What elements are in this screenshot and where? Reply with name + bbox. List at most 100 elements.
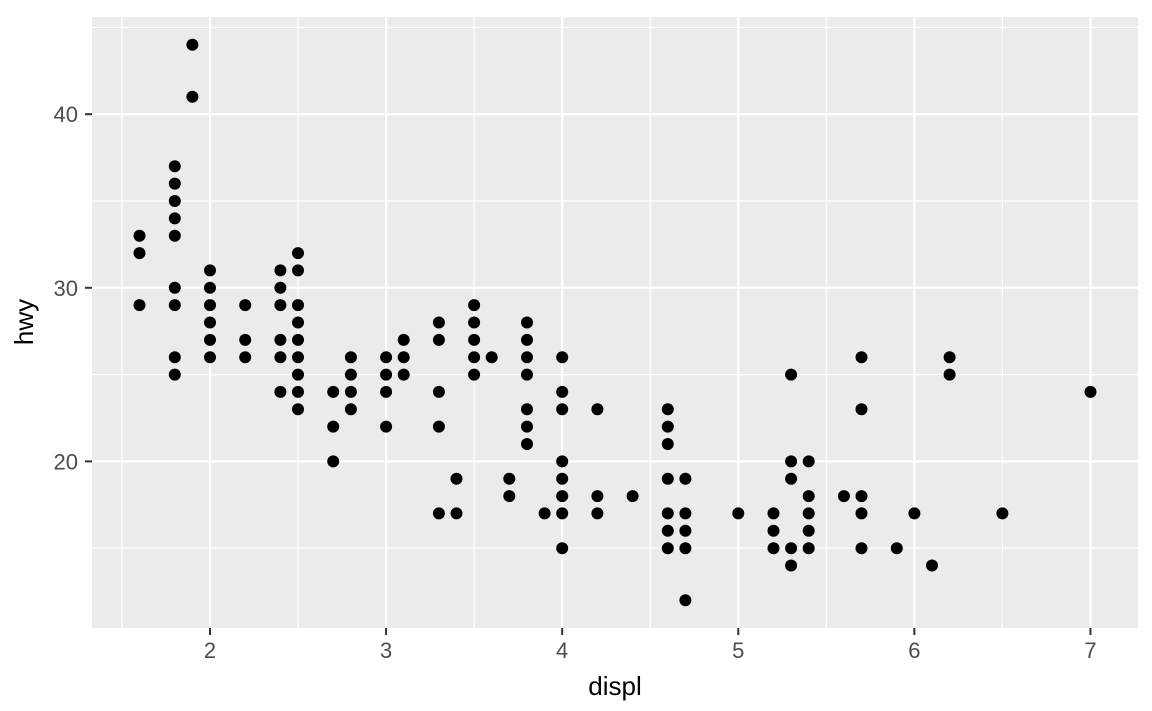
data-point bbox=[450, 472, 463, 485]
data-point bbox=[327, 455, 340, 468]
data-point bbox=[521, 438, 533, 450]
data-point bbox=[521, 316, 533, 329]
data-point bbox=[837, 490, 850, 503]
data-point bbox=[468, 351, 481, 364]
data-point bbox=[432, 316, 445, 329]
data-point bbox=[292, 351, 304, 364]
data-point bbox=[380, 385, 393, 398]
data-point bbox=[274, 333, 287, 346]
data-point bbox=[133, 247, 146, 260]
y-tick-label: 30 bbox=[54, 276, 78, 301]
data-point bbox=[521, 368, 533, 381]
data-point bbox=[556, 351, 569, 364]
data-point bbox=[591, 403, 604, 416]
data-point bbox=[204, 316, 216, 329]
data-point bbox=[661, 438, 674, 450]
data-point bbox=[468, 316, 481, 329]
data-point bbox=[802, 455, 815, 468]
data-point bbox=[274, 351, 287, 364]
data-point bbox=[802, 524, 815, 537]
data-point bbox=[204, 281, 216, 294]
data-point bbox=[556, 403, 569, 416]
data-point bbox=[397, 351, 410, 364]
y-tick-label: 40 bbox=[54, 102, 78, 127]
data-point bbox=[679, 594, 692, 607]
data-point bbox=[943, 351, 956, 364]
data-point bbox=[908, 507, 921, 520]
data-point bbox=[767, 507, 780, 520]
data-point bbox=[785, 472, 798, 485]
x-tick-label: 2 bbox=[204, 638, 216, 663]
data-point bbox=[344, 385, 357, 398]
data-point bbox=[503, 472, 516, 485]
y-axis-title: hwy bbox=[9, 299, 39, 345]
data-point bbox=[168, 229, 181, 242]
data-point bbox=[344, 351, 357, 364]
data-point bbox=[274, 264, 287, 277]
data-point bbox=[855, 507, 868, 520]
data-point bbox=[468, 299, 481, 312]
data-point bbox=[168, 299, 181, 312]
data-point bbox=[855, 403, 868, 416]
data-point bbox=[168, 160, 181, 173]
panel-background bbox=[92, 17, 1138, 628]
data-point bbox=[204, 299, 216, 312]
data-point bbox=[186, 38, 199, 51]
data-point bbox=[397, 333, 410, 346]
data-point bbox=[292, 333, 304, 346]
data-point bbox=[432, 333, 445, 346]
data-point bbox=[521, 420, 533, 433]
data-point bbox=[239, 299, 252, 312]
data-point bbox=[785, 559, 798, 572]
axis-tick-labels: 2 3 4 5 6 7 20 30 40 bbox=[54, 102, 1097, 663]
data-point bbox=[679, 507, 692, 520]
data-point bbox=[503, 490, 516, 503]
data-point bbox=[855, 542, 868, 555]
data-point bbox=[168, 212, 181, 225]
data-point bbox=[133, 299, 146, 312]
data-point bbox=[890, 542, 903, 555]
data-point bbox=[1084, 385, 1097, 398]
data-point bbox=[327, 420, 340, 433]
data-point bbox=[785, 368, 798, 381]
plot-panel bbox=[92, 17, 1138, 628]
data-point bbox=[327, 385, 340, 398]
data-point bbox=[432, 420, 445, 433]
data-point bbox=[521, 333, 533, 346]
data-point bbox=[344, 403, 357, 416]
data-point bbox=[186, 90, 199, 103]
data-point bbox=[485, 351, 498, 364]
data-point bbox=[344, 368, 357, 381]
data-point bbox=[239, 333, 252, 346]
data-point bbox=[432, 507, 445, 520]
data-point bbox=[855, 490, 868, 503]
data-point bbox=[661, 403, 674, 416]
data-point bbox=[943, 368, 956, 381]
data-point bbox=[679, 542, 692, 555]
data-point bbox=[732, 507, 745, 520]
data-point bbox=[204, 333, 216, 346]
x-tick-label: 3 bbox=[380, 638, 392, 663]
data-point bbox=[996, 507, 1009, 520]
x-axis-title: displ bbox=[588, 671, 641, 701]
x-tick-label: 6 bbox=[908, 638, 920, 663]
data-point bbox=[292, 299, 304, 312]
data-point bbox=[274, 299, 287, 312]
axis-ticks bbox=[85, 113, 1092, 635]
data-point bbox=[521, 403, 533, 416]
data-point bbox=[133, 229, 146, 242]
data-point bbox=[802, 490, 815, 503]
data-point bbox=[661, 420, 674, 433]
data-point bbox=[679, 472, 692, 485]
data-point bbox=[591, 507, 604, 520]
data-point bbox=[380, 368, 393, 381]
data-point bbox=[802, 542, 815, 555]
data-point bbox=[380, 420, 393, 433]
data-point bbox=[591, 490, 604, 503]
data-point bbox=[926, 559, 938, 572]
data-point bbox=[168, 177, 181, 190]
data-point bbox=[556, 542, 569, 555]
data-point bbox=[538, 507, 551, 520]
data-point bbox=[204, 264, 216, 277]
data-point bbox=[292, 264, 304, 277]
